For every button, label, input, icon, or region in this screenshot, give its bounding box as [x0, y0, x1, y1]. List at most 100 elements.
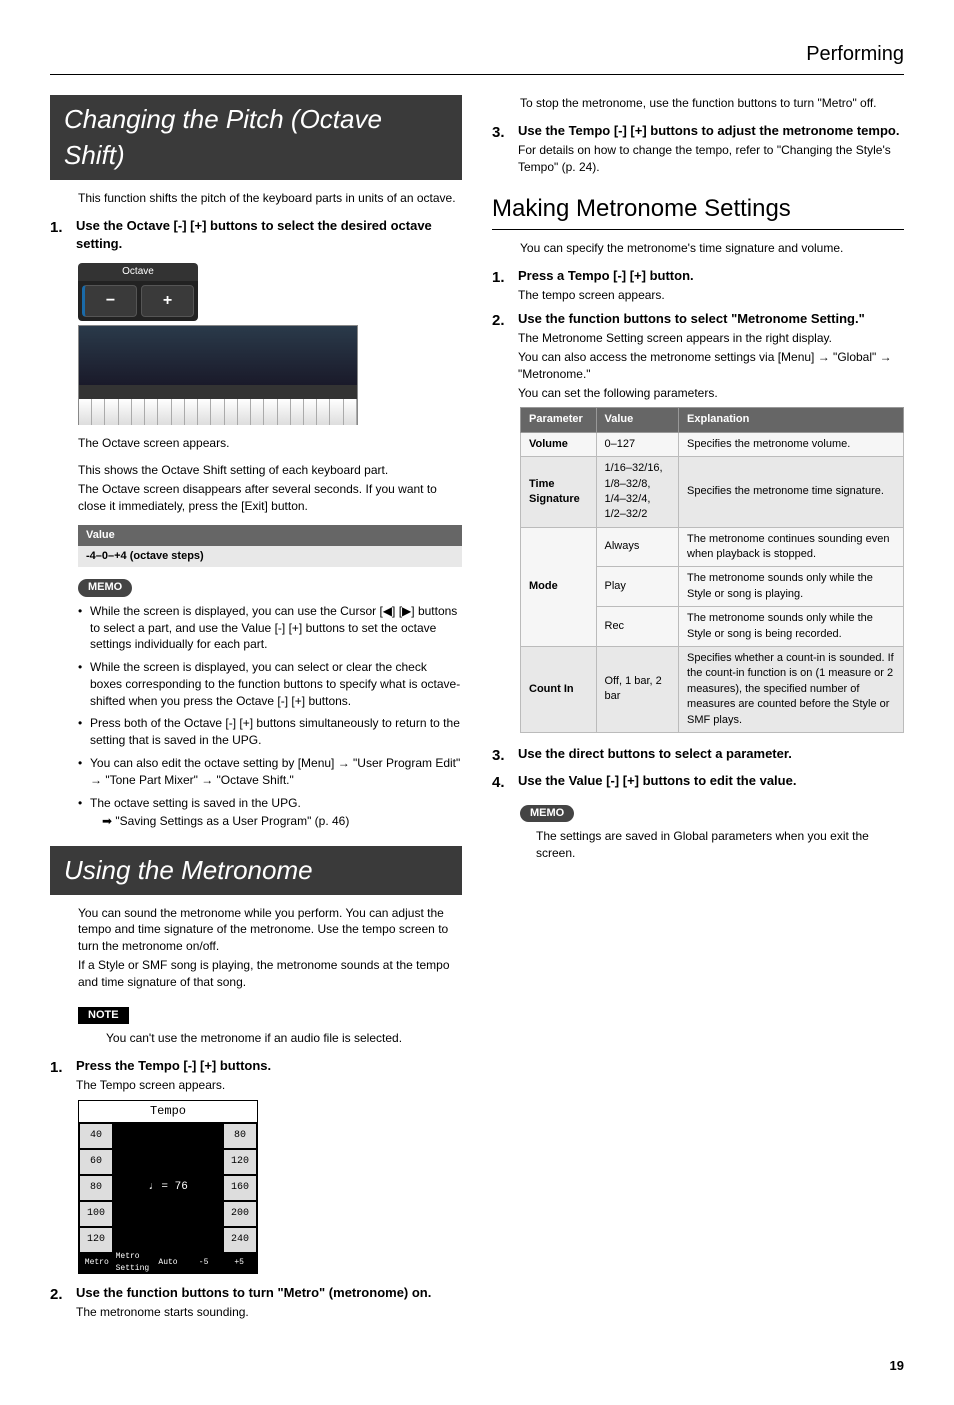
tempo-left-cell[interactable]: 40	[79, 1123, 113, 1149]
table-row: Time Signature 1/16–32/16, 1/8–32/8, 1/4…	[521, 457, 904, 528]
metro-step-2: 2. Use the function buttons to turn "Met…	[50, 1284, 462, 1321]
step-number: 1.	[50, 1057, 70, 1094]
metro-intro-1: You can sound the metronome while you pe…	[78, 905, 462, 955]
subsection-title: Making Metronome Settings	[492, 192, 904, 231]
bullet-text: The octave setting is saved in the UPG.	[90, 796, 301, 810]
tempo-foot-setting[interactable]: Metro Setting	[115, 1253, 151, 1273]
cell-value: 1/16–32/16, 1/8–32/8, 1/4–32/4, 1/2–32/2	[596, 457, 679, 528]
octave-after-2: This shows the Octave Shift setting of e…	[78, 462, 462, 479]
content-columns: Changing the Pitch (Octave Shift) This f…	[50, 95, 904, 1327]
memo-badge: MEMO	[520, 805, 574, 822]
th-explanation: Explanation	[679, 408, 904, 432]
step-subtext: The Metronome Setting screen appears in …	[518, 330, 904, 347]
value-header: Value	[78, 525, 462, 546]
tempo-right-cell[interactable]: 80	[223, 1123, 257, 1149]
subsection-intro: You can specify the metronome's time sig…	[520, 240, 904, 257]
table-row: Volume 0–127 Specifies the metronome vol…	[521, 432, 904, 456]
octave-label: Octave	[78, 263, 198, 281]
octave-intro: This function shifts the pitch of the ke…	[78, 190, 462, 207]
octave-plus-button[interactable]: +	[141, 285, 194, 317]
step-subtext: For details on how to change the tempo, …	[518, 142, 904, 176]
cell-value: 0–127	[596, 432, 679, 456]
tempo-left-cell[interactable]: 120	[79, 1227, 113, 1253]
step-subtext: The metronome starts sounding.	[76, 1304, 462, 1321]
bullet-text: You can also edit the octave setting by …	[90, 756, 460, 787]
cell-expl: The metronome continues sounding even wh…	[679, 527, 904, 567]
octave-buttons-row: − +	[78, 281, 198, 321]
metro-intro-2: If a Style or SMF song is playing, the m…	[78, 957, 462, 991]
step-subtext: You can set the following parameters.	[518, 385, 904, 402]
page-header: Performing	[50, 40, 904, 75]
tempo-foot-minus[interactable]: -5	[186, 1253, 222, 1273]
section-title-octave: Changing the Pitch (Octave Shift)	[50, 95, 462, 180]
cell-param: Time Signature	[521, 457, 597, 528]
tempo-right-cell[interactable]: 160	[223, 1175, 257, 1201]
bullet: While the screen is displayed, you can s…	[90, 659, 462, 709]
bullet: The octave setting is saved in the UPG. …	[90, 795, 462, 831]
step-text: Press the Tempo [-] [+] buttons.	[76, 1057, 462, 1075]
step-number: 3.	[492, 745, 512, 766]
memo-bullets: While the screen is displayed, you can u…	[90, 603, 462, 831]
step-number: 1.	[50, 217, 70, 253]
tempo-foot-plus[interactable]: +5	[221, 1253, 257, 1273]
keyboard-illustration	[78, 325, 358, 425]
th-value: Value	[596, 408, 679, 432]
step-text: Use the Value [-] [+] buttons to edit th…	[518, 772, 904, 793]
note-badge: NOTE	[78, 1007, 129, 1024]
cell-expl: Specifies whether a count-in is sounded.…	[679, 647, 904, 733]
sub-arrow-link: ➡ "Saving Settings as a User Program" (p…	[102, 813, 462, 830]
sub-step-4: 4. Use the Value [-] [+] buttons to edit…	[492, 772, 904, 793]
sub-step-3: 3. Use the direct buttons to select a pa…	[492, 745, 904, 766]
octave-buttons-panel: Octave − +	[78, 263, 198, 321]
step-subtext: The Tempo screen appears.	[76, 1077, 462, 1094]
cell-expl: Specifies the metronome volume.	[679, 432, 904, 456]
octave-minus-button[interactable]: −	[82, 285, 137, 317]
header-title: Performing	[50, 40, 904, 68]
metro-stop-text: To stop the metronome, use the function …	[520, 95, 904, 112]
step-text: Use the Octave [-] [+] buttons to select…	[76, 217, 462, 253]
memo-badge: MEMO	[78, 579, 132, 596]
value-row: -4–0–+4 (octave steps)	[78, 546, 462, 567]
step-subtext: The tempo screen appears.	[518, 287, 904, 304]
step-number: 2.	[492, 310, 512, 401]
octave-after-3: The Octave screen disappears after sever…	[78, 481, 462, 515]
page-number: 19	[50, 1357, 904, 1375]
cell-value: Off, 1 bar, 2 bar	[596, 647, 679, 733]
step-number: 1.	[492, 267, 512, 304]
metro-step-1: 1. Press the Tempo [-] [+] buttons. The …	[50, 1057, 462, 1094]
th-parameter: Parameter	[521, 408, 597, 432]
bullet: While the screen is displayed, you can u…	[90, 603, 462, 653]
metro-step-3: 3. Use the Tempo [-] [+] buttons to adju…	[492, 122, 904, 176]
octave-after-1: The Octave screen appears.	[78, 435, 462, 452]
step-number: 3.	[492, 122, 512, 176]
step-text: Use the Tempo [-] [+] buttons to adjust …	[518, 122, 904, 140]
cell-param: Mode	[521, 527, 597, 646]
tempo-right-cell[interactable]: 120	[223, 1149, 257, 1175]
tempo-left-cell[interactable]: 60	[79, 1149, 113, 1175]
step-number: 2.	[50, 1284, 70, 1321]
section-title-metronome: Using the Metronome	[50, 846, 462, 894]
step-subtext: You can also access the metronome settin…	[518, 349, 904, 383]
tempo-title: Tempo	[79, 1101, 257, 1123]
tempo-right-cell[interactable]: 240	[223, 1227, 257, 1253]
left-column: Changing the Pitch (Octave Shift) This f…	[50, 95, 462, 1327]
step-text: Use the direct buttons to select a param…	[518, 745, 904, 766]
cell-value: Rec	[596, 607, 679, 647]
step-text: Use the function buttons to select "Metr…	[518, 310, 904, 328]
tempo-value: ♩ = 76	[113, 1123, 223, 1253]
tempo-screen-image: Tempo 40 60 80 100 120 ♩ = 76 80 120 160	[78, 1100, 258, 1274]
table-row: Mode Always The metronome continues soun…	[521, 527, 904, 567]
cell-value: Play	[596, 567, 679, 607]
tempo-right-cell[interactable]: 200	[223, 1201, 257, 1227]
bullet: Press both of the Octave [-] [+] buttons…	[90, 715, 462, 749]
tempo-left-cell[interactable]: 100	[79, 1201, 113, 1227]
sub-step-2: 2. Use the function buttons to select "M…	[492, 310, 904, 401]
cell-expl: The metronome sounds only while the Styl…	[679, 607, 904, 647]
octave-step-1: 1. Use the Octave [-] [+] buttons to sel…	[50, 217, 462, 253]
tempo-foot-auto[interactable]: Auto	[150, 1253, 186, 1273]
step-text: Press a Tempo [-] [+] button.	[518, 267, 904, 285]
tempo-foot-metro[interactable]: Metro	[79, 1253, 115, 1273]
octave-image: Octave − +	[78, 263, 358, 425]
step-text: Use the function buttons to turn "Metro"…	[76, 1284, 462, 1302]
tempo-left-cell[interactable]: 80	[79, 1175, 113, 1201]
